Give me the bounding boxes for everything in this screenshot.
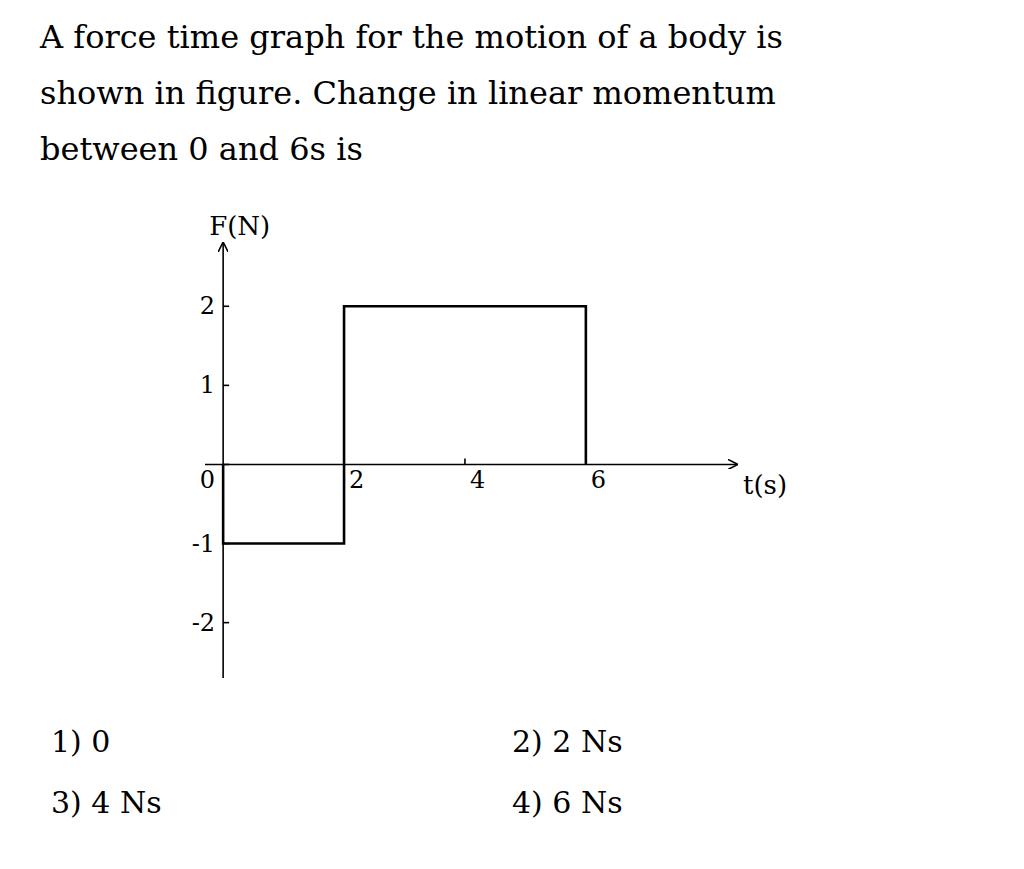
option-text: 1) 0	[51, 724, 110, 759]
x-tick-label: 6	[591, 466, 606, 494]
y-tick-label: 0	[200, 466, 215, 494]
plot-group	[223, 306, 586, 543]
y-axis-label: F(N)	[209, 211, 270, 241]
option-text: 4) 6 Ns	[512, 785, 623, 820]
y-tick-label: 1	[200, 371, 215, 399]
y-tick-label: 2	[200, 292, 215, 320]
title-line: between 0 and 6s is	[40, 130, 363, 168]
x-tick	[464, 458, 466, 464]
y-tick	[223, 385, 229, 387]
y-tick-label: -2	[192, 609, 215, 637]
x-tick-label: 2	[349, 466, 364, 494]
y-tick	[223, 305, 229, 307]
title-line: A force time graph for the motion of a b…	[39, 18, 783, 56]
force-line	[223, 306, 586, 543]
x-axis-line	[205, 464, 737, 466]
option-text: 2) 2 Ns	[512, 724, 623, 759]
option-text: 3) 4 Ns	[51, 785, 162, 820]
x-axis-label: t(s)	[743, 470, 787, 500]
y-tick	[223, 622, 229, 624]
y-tick-label: -1	[192, 530, 215, 558]
title-line: shown in figure. Change in linear moment…	[40, 74, 776, 112]
x-tick-label: 4	[470, 466, 485, 494]
y-axis-line	[222, 243, 224, 678]
